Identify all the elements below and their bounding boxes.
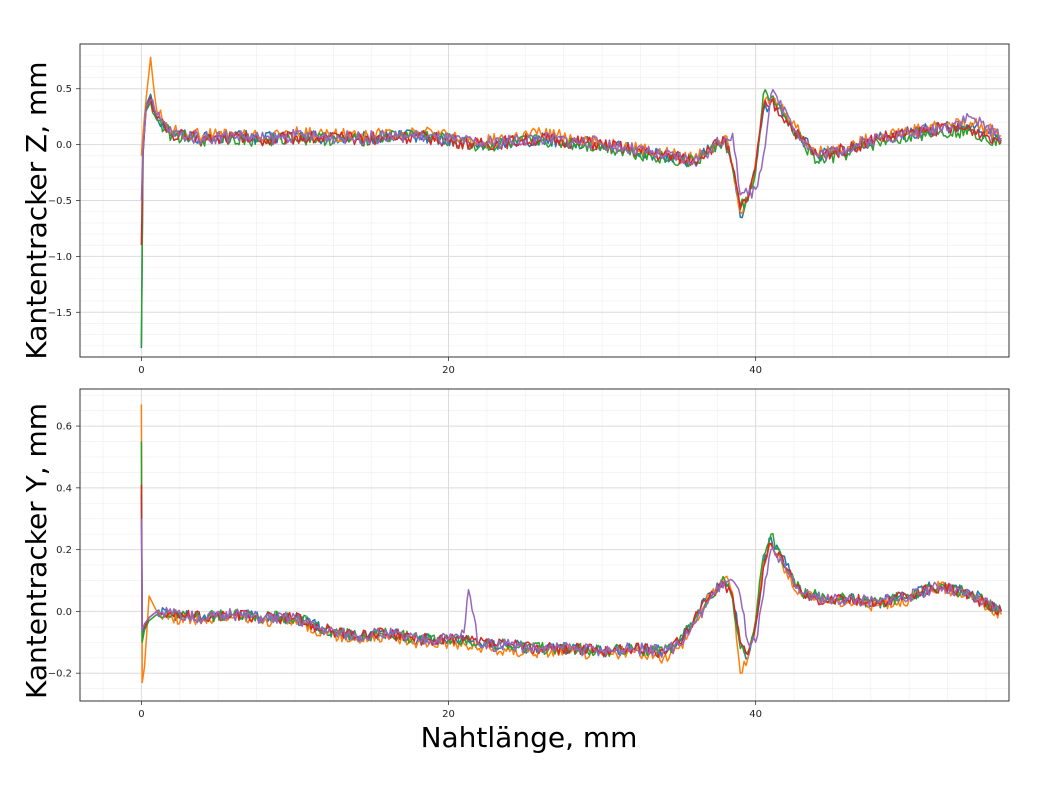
series-line — [140, 518, 1002, 658]
y-tick-label: −1.0 — [48, 252, 72, 263]
y-axis-label-z: Kantentracker Z, mm — [20, 61, 53, 359]
y-axis-label-y: Kantentracker Y, mm — [20, 403, 53, 699]
x-axis-label: Nahtlänge, mm — [421, 721, 638, 754]
y-tick-label: 0.0 — [56, 607, 72, 618]
y-tick-label: 0.6 — [56, 422, 72, 433]
series-line — [140, 88, 1002, 201]
top-panel-z: 0 20 40 −1.5 −1.0 −0.5 0.0 0.5 — [48, 43, 1010, 376]
x-tick-label: 40 — [749, 709, 762, 720]
y-tick-label: −1.5 — [48, 308, 72, 319]
x-tick-label: 0 — [138, 709, 144, 720]
axes-frame — [79, 43, 1010, 358]
y-tick-label: 0.2 — [56, 545, 72, 556]
y-tick-label: −0.2 — [48, 669, 72, 680]
y-tick-label: 0.4 — [56, 483, 72, 494]
axes-frame — [79, 388, 1010, 702]
y-tick-label: 0.0 — [56, 140, 72, 151]
x-tick-label: 20 — [442, 709, 455, 720]
x-tick-label: 20 — [442, 365, 455, 376]
bottom-panel-y: 0 20 40 −0.2 0.0 0.2 0.4 0.6 — [48, 388, 1010, 720]
y-tick-label: 0.5 — [56, 84, 72, 95]
y-tick-label: −0.5 — [48, 196, 72, 207]
x-tick-label: 0 — [138, 365, 144, 376]
x-tick-label: 40 — [749, 365, 762, 376]
